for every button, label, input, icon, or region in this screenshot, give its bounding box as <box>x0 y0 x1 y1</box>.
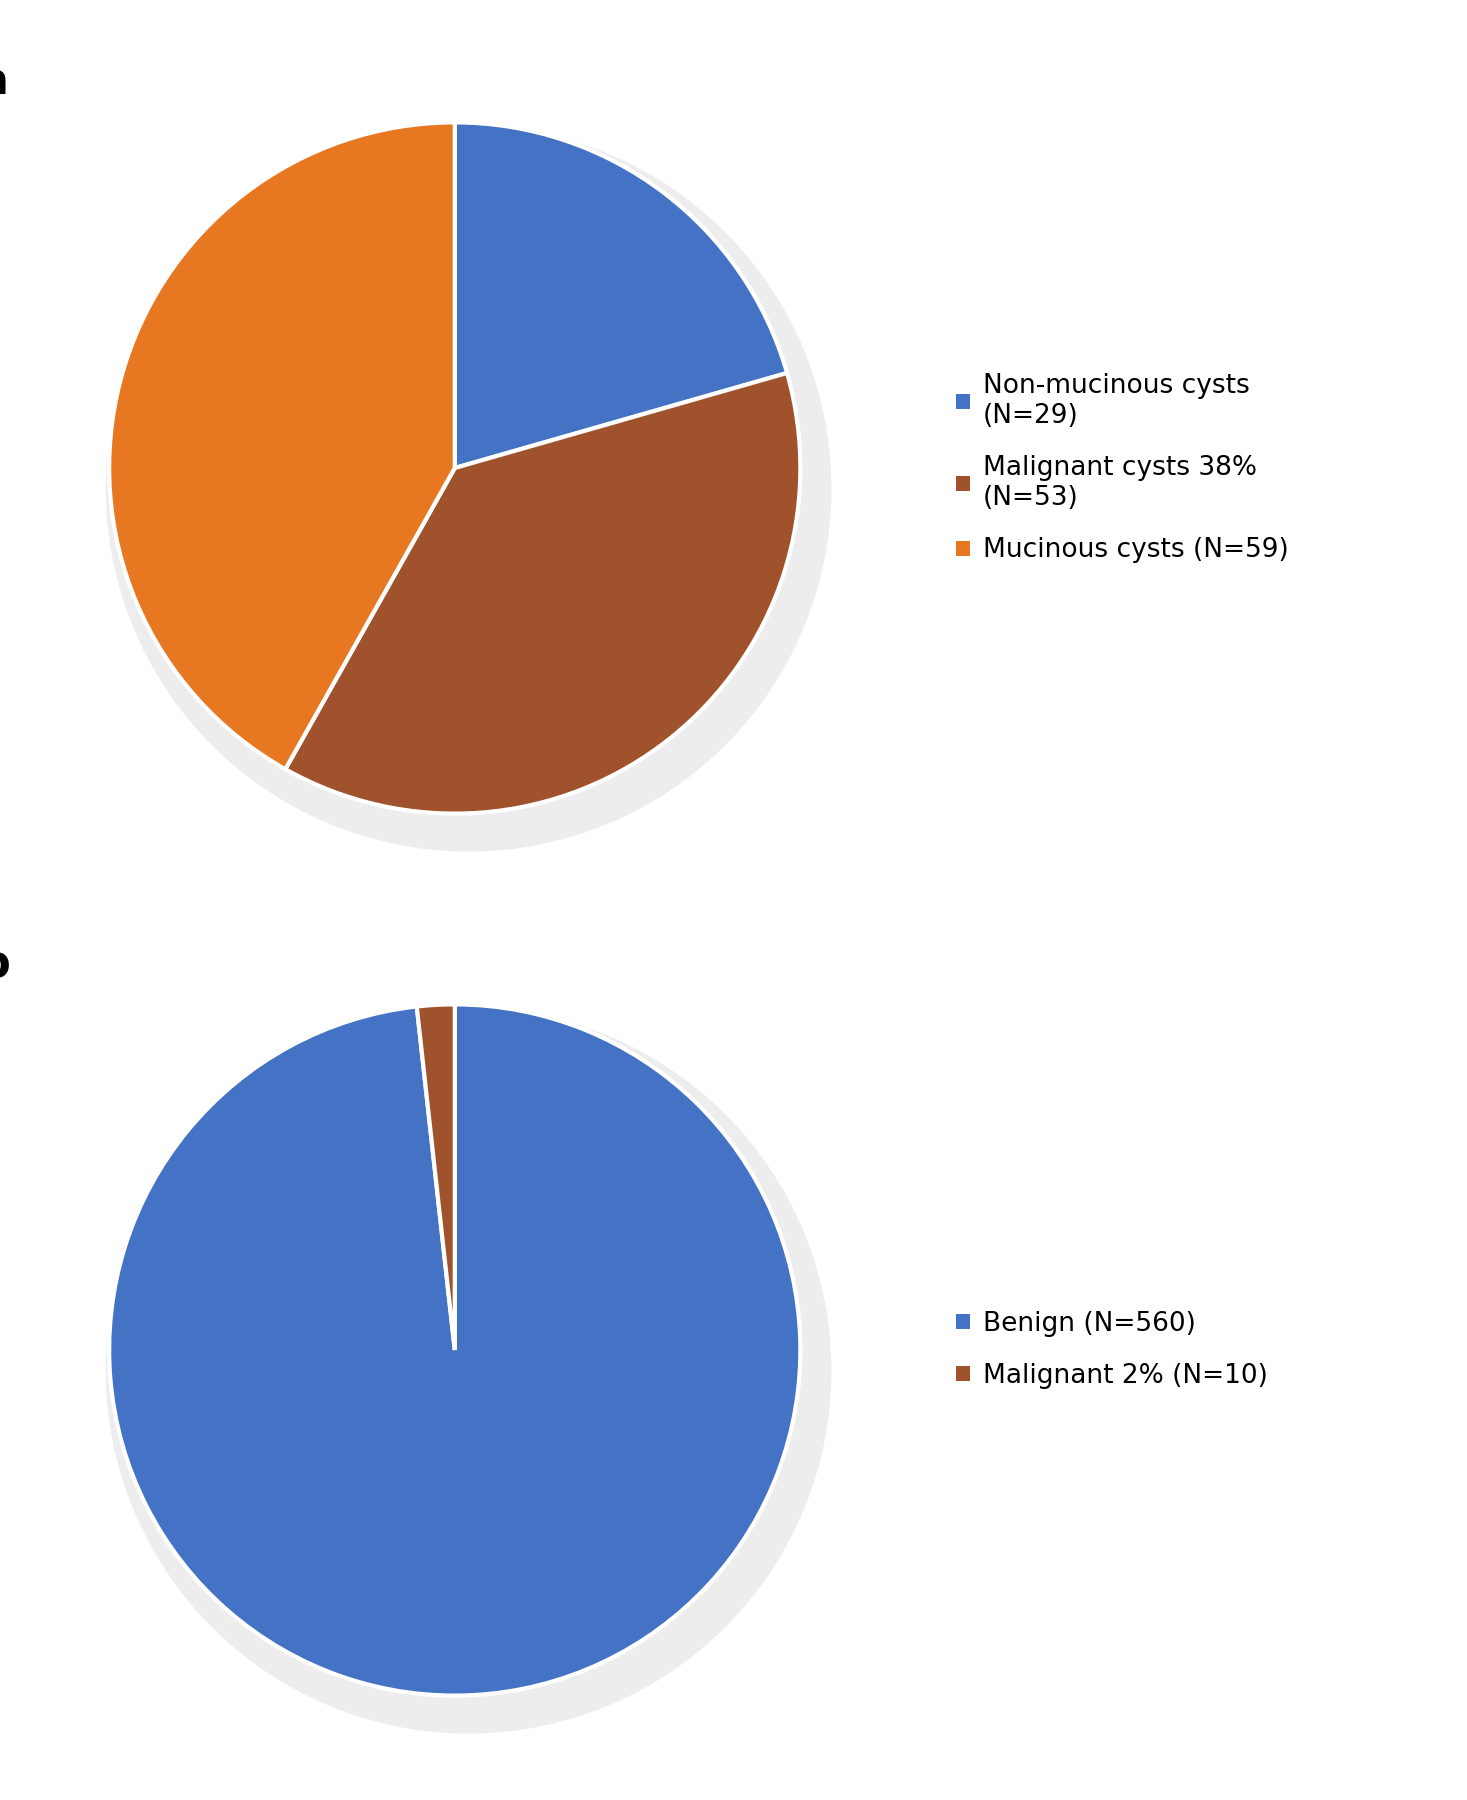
Ellipse shape <box>106 126 832 851</box>
Legend: Benign (N=560), Malignant 2% (N=10): Benign (N=560), Malignant 2% (N=10) <box>943 1298 1281 1402</box>
Wedge shape <box>417 1004 455 1350</box>
Text: a: a <box>0 59 7 103</box>
Ellipse shape <box>106 1008 832 1733</box>
Wedge shape <box>285 373 801 814</box>
Wedge shape <box>109 1004 801 1696</box>
Text: b: b <box>0 941 10 985</box>
Wedge shape <box>455 122 788 468</box>
Wedge shape <box>109 122 455 769</box>
Legend: Non-mucinous cysts
(N=29), Malignant cysts 38%
(N=53), Mucinous cysts (N=59): Non-mucinous cysts (N=29), Malignant cys… <box>943 360 1301 576</box>
